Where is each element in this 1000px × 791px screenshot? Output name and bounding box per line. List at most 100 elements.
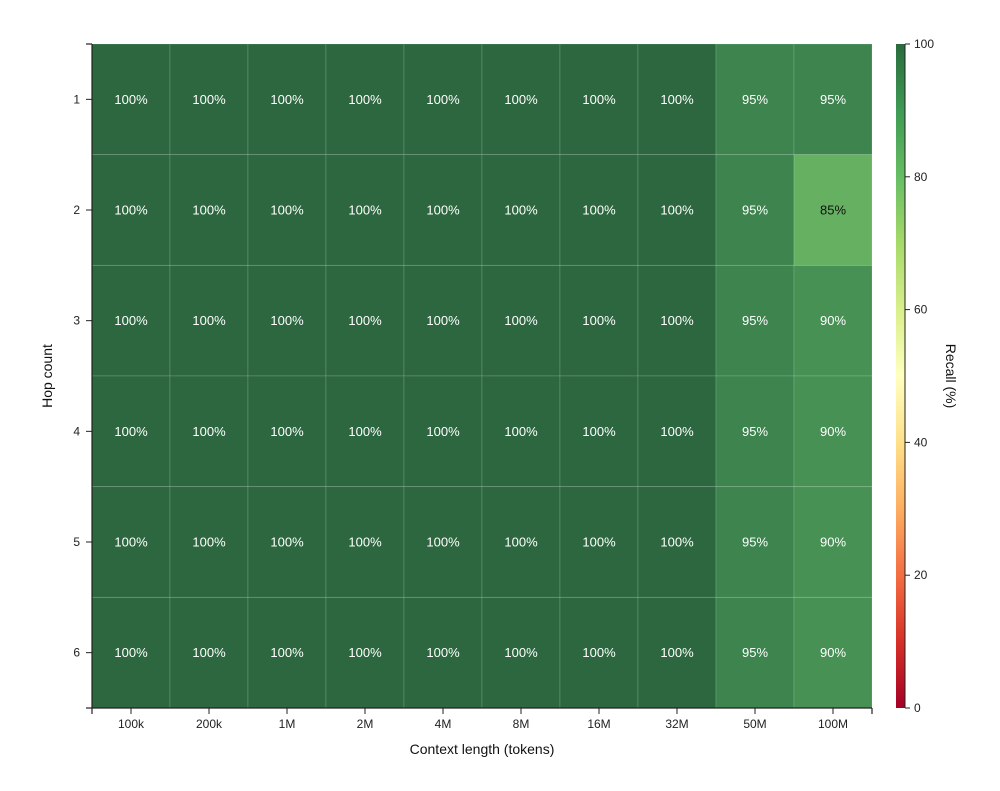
heatmap-cell (715, 43, 795, 156)
colorbar-tick-label: 0 (914, 701, 921, 715)
heatmap-cell (481, 154, 561, 266)
heatmap-cell (91, 264, 171, 377)
heatmap-cell (793, 264, 873, 377)
colorbar-tick-label: 60 (914, 303, 928, 317)
cell-value-label: 100% (582, 313, 616, 328)
cell-value-label: 100% (504, 535, 538, 550)
cell-value-label: 100% (114, 645, 148, 660)
heatmap-cell (325, 154, 405, 266)
heatmap-cell (169, 486, 249, 598)
cell-value-label: 90% (820, 645, 846, 660)
cell-value-label: 100% (660, 313, 694, 328)
heatmap-cell (403, 154, 483, 266)
colorbar-tick-label: 40 (914, 435, 928, 449)
heatmap-cell (637, 264, 717, 377)
cell-value-label: 100% (504, 645, 538, 660)
heatmap-cell (403, 43, 483, 156)
cell-value-label: 85% (820, 203, 846, 218)
heatmap-cell (793, 375, 873, 488)
cell-value-label: 100% (270, 424, 304, 439)
cell-value-label: 100% (426, 203, 460, 218)
cell-value-label: 100% (426, 92, 460, 107)
heatmap-cell (247, 154, 327, 266)
y-tick-label: 3 (73, 314, 80, 328)
cell-value-label: 100% (114, 92, 148, 107)
x-tick-label: 2M (357, 717, 374, 731)
cell-value-label: 100% (660, 203, 694, 218)
cell-value-label: 100% (192, 645, 226, 660)
heatmap-cells (91, 43, 873, 709)
heatmap-cell (715, 154, 795, 266)
heatmap-cell-labels: 100% 100% 100% 100% 100% 100% 100% 100% 95% 95% 10… (114, 92, 846, 660)
heatmap-cell (481, 375, 561, 488)
cell-value-label: 100% (270, 313, 304, 328)
heatmap-cell (169, 264, 249, 377)
heatmap-cell (481, 43, 561, 156)
x-tick-label: 50M (743, 717, 766, 731)
cell-value-label: 100% (192, 535, 226, 550)
y-tick-label: 6 (73, 646, 80, 660)
cell-value-label: 100% (348, 313, 382, 328)
x-tick-label: 100k (118, 717, 145, 731)
cell-value-label: 100% (582, 424, 616, 439)
heatmap-cell (559, 596, 639, 709)
heatmap-cell (637, 43, 717, 156)
cell-value-label: 90% (820, 535, 846, 550)
cell-value-label: 95% (742, 645, 768, 660)
x-axis-title: Context length (tokens) (410, 741, 555, 757)
cell-value-label: 90% (820, 424, 846, 439)
x-tick-label: 8M (513, 717, 530, 731)
x-tick-label: 1M (279, 717, 296, 731)
x-tick-label: 4M (435, 717, 452, 731)
cell-value-label: 100% (270, 92, 304, 107)
heatmap-cell (793, 154, 873, 266)
cell-value-label: 95% (742, 313, 768, 328)
heatmap-cell (637, 486, 717, 598)
cell-value-label: 100% (660, 92, 694, 107)
colorbar-gradient (896, 44, 905, 708)
cell-value-label: 100% (582, 535, 616, 550)
x-tick-label: 16M (587, 717, 610, 731)
heatmap-cell (325, 596, 405, 709)
colorbar-title: Recall (%) (943, 344, 959, 409)
cell-value-label: 100% (582, 92, 616, 107)
cell-value-label: 95% (742, 92, 768, 107)
heatmap-cell (559, 43, 639, 156)
y-tick-label: 5 (73, 535, 80, 549)
cell-value-label: 100% (114, 424, 148, 439)
cell-value-label: 95% (820, 92, 846, 107)
x-tick-label: 32M (665, 717, 688, 731)
heatmap-axes: 100k 200k 1M 2M 4M 8M 16M 32M 50M 100M 1 2 3 4 5 6 (73, 43, 873, 731)
heatmap-cell (793, 43, 873, 156)
colorbar-tick-label: 20 (914, 568, 928, 582)
cell-value-label: 100% (192, 313, 226, 328)
heatmap-cell (247, 43, 327, 156)
cell-value-label: 100% (348, 203, 382, 218)
cell-value-label: 100% (348, 92, 382, 107)
cell-value-label: 100% (114, 535, 148, 550)
heatmap-cell (715, 596, 795, 709)
heatmap-cell (715, 375, 795, 488)
cell-value-label: 100% (192, 424, 226, 439)
cell-value-label: 100% (270, 645, 304, 660)
heatmap-cell (559, 486, 639, 598)
heatmap-cell (169, 154, 249, 266)
heatmap-cell (793, 486, 873, 598)
heatmap-cell (91, 375, 171, 488)
cell-value-label: 100% (660, 424, 694, 439)
heatmap-cell (637, 154, 717, 266)
cell-value-label: 100% (426, 645, 460, 660)
y-axis-title: Hop count (39, 344, 55, 408)
cell-value-label: 100% (504, 424, 538, 439)
y-tick-label: 1 (73, 92, 80, 106)
cell-value-label: 100% (348, 424, 382, 439)
cell-value-label: 100% (504, 313, 538, 328)
cell-value-label: 95% (742, 535, 768, 550)
heatmap-cell (403, 264, 483, 377)
heatmap-cell (247, 264, 327, 377)
heatmap-cell (403, 486, 483, 598)
y-tick-label: 4 (73, 424, 80, 438)
cell-value-label: 100% (192, 92, 226, 107)
heatmap-cell (403, 596, 483, 709)
